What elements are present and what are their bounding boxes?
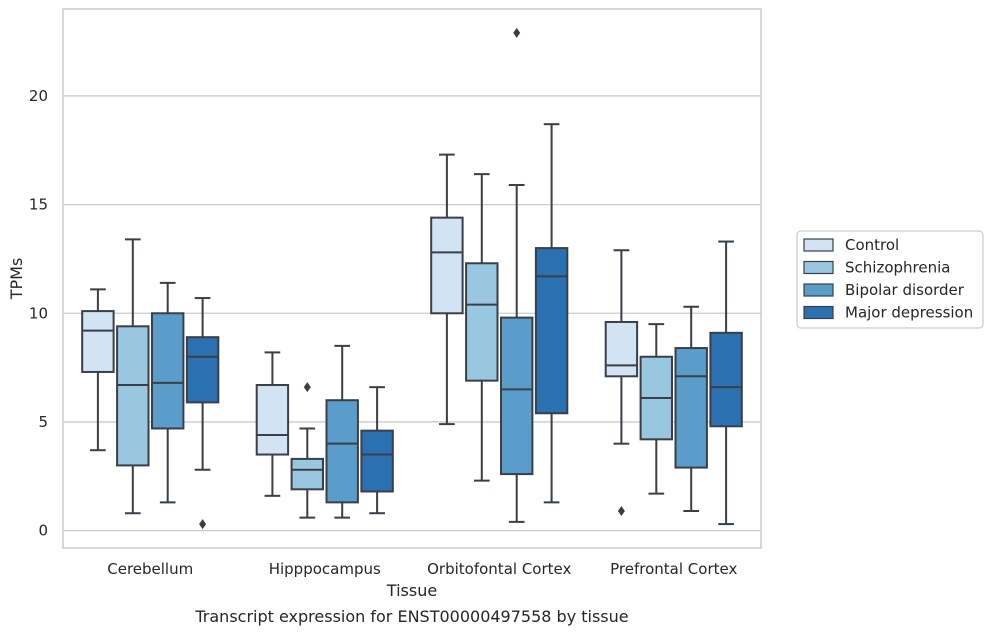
box: [116, 238, 150, 515]
box: [430, 153, 464, 426]
box-body: [81, 310, 115, 373]
box-plot-series: [81, 27, 743, 530]
box-body: [709, 331, 743, 428]
x-tick-label: Prefrontal Cortex: [610, 560, 737, 578]
box: [465, 173, 499, 482]
box: [709, 240, 743, 526]
series-control: [81, 153, 639, 517]
legend: Control Schizophrenia Bipolar disorder Majo…: [796, 230, 984, 329]
box: [325, 344, 359, 519]
legend-swatch: [803, 305, 834, 320]
y-tick-label: 15: [29, 196, 48, 214]
legend-swatch: [803, 238, 834, 252]
x-tick-label: Hipppocampus: [269, 560, 381, 578]
box: [255, 351, 290, 497]
x-axis-label: Tissue: [386, 581, 437, 600]
box-body: [185, 336, 220, 404]
box: [499, 27, 534, 523]
legend-label: Bipolar disorder: [845, 281, 965, 299]
box-body: [116, 325, 150, 467]
outlier-point: [617, 506, 625, 517]
x-tick-label: Cerebellum: [107, 560, 193, 578]
series-major-depression: [185, 123, 743, 530]
box-body: [150, 312, 185, 430]
box: [290, 382, 325, 519]
box: [360, 386, 394, 515]
series-schizophrenia: [116, 173, 674, 519]
legend-item: Bipolar disorder: [803, 281, 965, 299]
box-body: [465, 262, 499, 382]
plot-frame: [62, 8, 762, 549]
box: [674, 305, 708, 513]
y-tick-label: 10: [29, 304, 48, 322]
legend-frame: [796, 230, 984, 329]
y-axis-label: TPMs: [7, 258, 26, 301]
legend-label: Schizophrenia: [845, 259, 950, 277]
box-body: [674, 347, 708, 469]
y-tick-labels: 0 5 10 15 20: [29, 87, 48, 540]
box: [639, 323, 674, 495]
legend-item: Schizophrenia: [803, 259, 950, 277]
legend-item: Control: [803, 236, 899, 254]
y-tick-label: 0: [38, 522, 48, 540]
box-body: [604, 320, 639, 378]
box: [185, 297, 220, 530]
legend-label: Major depression: [845, 304, 973, 322]
y-tick-label: 20: [29, 87, 48, 105]
box: [604, 249, 639, 517]
box-body: [360, 429, 394, 493]
box: [150, 281, 185, 504]
legend-swatch: [803, 283, 834, 297]
box-body: [290, 457, 325, 491]
outlier-point: [513, 27, 521, 38]
outlier-point: [303, 382, 311, 393]
box-body: [325, 399, 359, 504]
legend-swatch: [803, 260, 834, 275]
y-tick-label: 5: [38, 413, 48, 431]
box-body: [255, 383, 290, 456]
legend-item: Major depression: [803, 304, 973, 322]
box: [81, 288, 115, 452]
box-body: [534, 247, 569, 415]
chart-caption: Transcript expression for ENST0000049755…: [194, 607, 628, 626]
legend-label: Control: [845, 236, 899, 254]
box-body: [499, 316, 534, 476]
box: [534, 123, 569, 504]
x-tick-labels: Cerebellum Hipppocampus Orbitofontal Corte…: [107, 560, 737, 578]
series-bipolar-disorder: [150, 27, 708, 523]
outlier-point: [199, 519, 207, 530]
x-tick-label: Orbitofontal Cortex: [427, 560, 571, 578]
box-body: [430, 216, 464, 315]
